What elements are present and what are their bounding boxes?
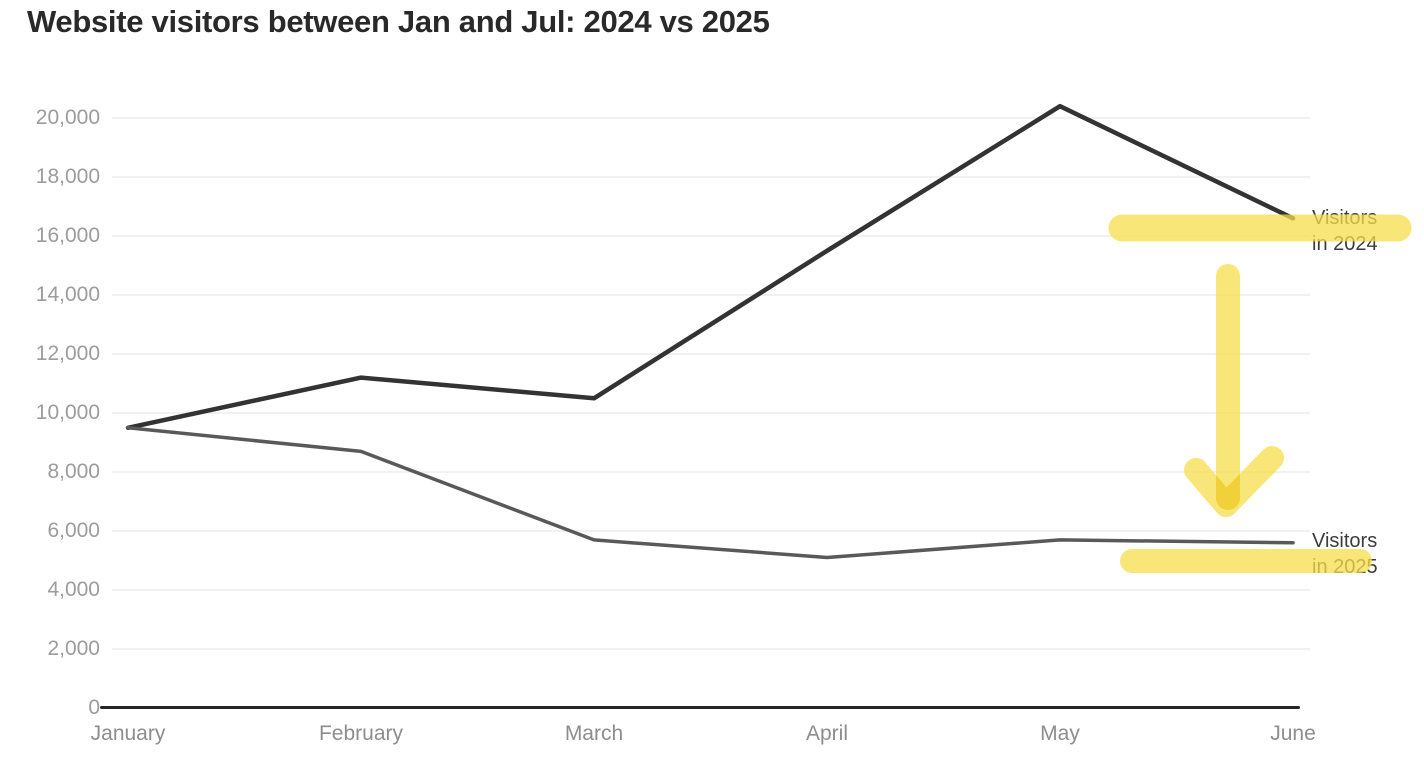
gridline xyxy=(112,117,1310,119)
y-axis-tick-label: 20,000 xyxy=(35,106,100,129)
series-label-2025-line2: in 2025 xyxy=(1312,556,1378,578)
y-axis-tick-label: 10,000 xyxy=(35,401,100,424)
y-axis-tick-label: 6,000 xyxy=(47,519,100,542)
series-label-2024-line1: Visitors xyxy=(1312,207,1378,229)
y-axis-tick-label: 0 xyxy=(88,696,100,719)
y-axis-tick-label: 2,000 xyxy=(47,637,100,660)
gridline xyxy=(112,648,1310,650)
x-axis-tick-label: May xyxy=(1040,722,1080,745)
gridline xyxy=(112,530,1310,532)
gridline xyxy=(112,471,1310,473)
y-axis-tick-label: 14,000 xyxy=(35,283,100,306)
series-label-2024-line2: in 2024 xyxy=(1312,233,1378,255)
series-line-2025 xyxy=(126,426,1295,560)
series-label-2025: Visitors in 2025 xyxy=(1312,528,1378,580)
x-axis-tick-label: April xyxy=(805,722,848,745)
x-axis-tick-label: February xyxy=(318,722,404,745)
series-line-2024 xyxy=(125,103,1296,431)
gridline xyxy=(112,294,1310,296)
series-label-2024: Visitors in 2024 xyxy=(1312,205,1378,257)
x-axis-tick-label: June xyxy=(1270,722,1316,745)
gridline xyxy=(112,176,1310,178)
series-label-2025-line1: Visitors xyxy=(1312,530,1378,552)
chart-title: Website visitors between Jan and Jul: 20… xyxy=(27,4,770,39)
gridline xyxy=(112,235,1310,237)
y-axis-tick-label: 16,000 xyxy=(35,224,100,247)
y-axis-tick-label: 18,000 xyxy=(35,165,100,188)
gridline xyxy=(112,589,1310,591)
gridline xyxy=(112,412,1310,414)
y-axis-tick-label: 8,000 xyxy=(47,460,100,483)
y-axis-tick-label: 4,000 xyxy=(47,578,100,601)
x-axis-tick-label: March xyxy=(564,722,624,745)
y-axis-tick-label: 12,000 xyxy=(35,342,100,365)
x-axis-line xyxy=(100,706,1300,709)
gridline xyxy=(112,353,1310,355)
x-axis-tick-label: January xyxy=(90,722,166,745)
